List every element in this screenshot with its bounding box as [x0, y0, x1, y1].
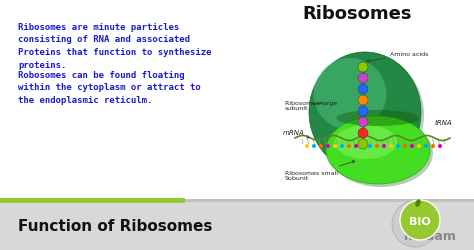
Text: Ribosomes small
Subunit: Ribosomes small Subunit: [285, 161, 355, 181]
Ellipse shape: [335, 126, 397, 159]
Text: Ribosomes are minute particles
consisting of RNA and associated
Proteins that fu: Ribosomes are minute particles consistin…: [18, 23, 211, 69]
Circle shape: [358, 106, 368, 117]
Circle shape: [368, 144, 372, 148]
Circle shape: [403, 144, 407, 148]
Circle shape: [431, 144, 435, 148]
Ellipse shape: [326, 116, 430, 184]
Text: Ribosomes: Ribosomes: [302, 5, 412, 23]
Circle shape: [347, 144, 351, 148]
Circle shape: [354, 144, 358, 148]
Ellipse shape: [415, 199, 421, 207]
Circle shape: [340, 144, 344, 148]
Circle shape: [358, 140, 368, 149]
Ellipse shape: [337, 110, 419, 126]
Circle shape: [358, 96, 368, 106]
Bar: [0, 0, 474, 202]
Text: Amino acids: Amino acids: [366, 52, 428, 63]
Text: Ribosomes large
subunit: Ribosomes large subunit: [285, 100, 337, 111]
Ellipse shape: [329, 120, 433, 187]
Text: tRNA: tRNA: [435, 120, 453, 126]
Circle shape: [358, 74, 368, 84]
Circle shape: [319, 144, 323, 148]
Bar: [185, 199, 474, 202]
Circle shape: [392, 201, 438, 247]
Text: Function of Ribosomes: Function of Ribosomes: [18, 219, 212, 234]
Circle shape: [361, 144, 365, 148]
Circle shape: [400, 200, 440, 240]
Circle shape: [358, 63, 368, 73]
Circle shape: [417, 144, 421, 148]
Circle shape: [358, 128, 368, 138]
Bar: [0, 202, 474, 250]
Text: mRNA: mRNA: [283, 130, 309, 138]
Text: BIO: BIO: [409, 216, 431, 226]
Circle shape: [438, 144, 442, 148]
Circle shape: [305, 144, 309, 148]
Bar: [0, 198, 185, 203]
Circle shape: [312, 144, 316, 148]
Circle shape: [375, 144, 379, 148]
Text: madam: madam: [404, 229, 456, 242]
Text: Robosomes can be found floating
within the cytoplasm or attract to
the endoplasm: Robosomes can be found floating within t…: [18, 71, 201, 104]
Circle shape: [326, 144, 330, 148]
Circle shape: [389, 144, 393, 148]
Circle shape: [382, 144, 386, 148]
Circle shape: [424, 144, 428, 148]
Circle shape: [333, 144, 337, 148]
Ellipse shape: [314, 59, 386, 130]
Ellipse shape: [309, 53, 421, 172]
Ellipse shape: [312, 56, 424, 175]
Circle shape: [410, 144, 414, 148]
Circle shape: [358, 85, 368, 94]
Circle shape: [358, 118, 368, 128]
Circle shape: [396, 144, 400, 148]
